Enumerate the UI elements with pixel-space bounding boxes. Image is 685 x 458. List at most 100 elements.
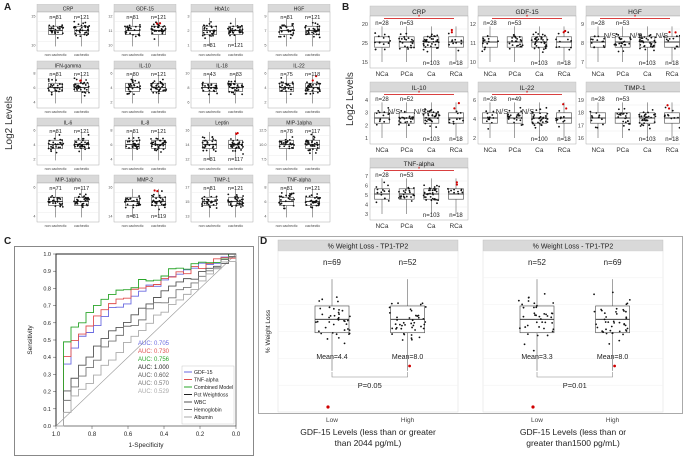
b-sig-star: * [418,91,421,97]
b-0-point [389,39,392,42]
a-0-point [133,93,135,96]
a-1-point [158,92,160,95]
d-0-point [343,342,346,345]
a-n-label: n=121 [305,15,320,21]
a-1-point [318,33,320,36]
b-1-point [515,116,518,118]
b-1-point [405,195,408,198]
a-1-point [234,196,236,198]
a-1-point [77,87,80,90]
b-0-point [590,119,593,122]
a-1-point [234,147,237,150]
b-1-point [398,123,400,126]
a-1-point [158,89,160,92]
b-ytick: 12 [470,22,476,28]
a-ytick: 10 [108,44,112,48]
a-1-point [305,24,307,27]
a-0-point [289,93,292,96]
a-1-outlier [311,79,314,82]
a-0-point [215,25,218,28]
a-1-point [232,91,235,94]
a-0-point [50,91,53,94]
a-1-point [310,133,313,136]
a-1-point [313,136,316,139]
a-1-point [238,142,240,145]
b-2-point [435,190,438,193]
a-xtick: non cachectic [122,110,144,114]
a-0-point [283,207,286,210]
b-ytick: 2 [473,136,476,142]
a-1-point [231,30,234,32]
a-0-point [284,85,286,88]
d-1-point [615,307,618,310]
b-2-point [433,198,436,200]
a-0-point [211,136,214,138]
b-2-point [653,121,656,124]
b-3-outlier [457,102,460,105]
d-1-point [412,324,415,327]
a-1-point [311,148,314,150]
b-1-point [405,38,408,41]
a-xtick: cachectic [151,167,166,171]
b-0-point [484,46,487,49]
b-0-point [383,111,386,114]
b-0-point [490,121,493,124]
a-0-point [283,204,285,207]
b-2-point [535,44,538,47]
d-0-point [523,343,526,346]
a-1-point [85,34,88,37]
b-3-point [461,191,464,194]
a-0-point [53,31,56,33]
b-0-point [483,39,486,42]
a-0-point [285,26,288,29]
b-0-point [594,126,597,129]
a-1-point [312,138,315,141]
b-2-point [646,116,648,119]
b-1-point [398,37,401,40]
a-1-point [73,77,76,80]
a-0-point [282,196,284,199]
b-2-point [531,118,533,121]
a-1-point [235,143,237,146]
b-0-point [598,114,601,117]
b-2-point [544,117,547,119]
d-0-point [522,306,525,309]
b-0-point [593,35,596,38]
a-0-point [54,200,57,203]
d-xlabel-line1: GDF-15 Levels (less than or greater [300,427,436,437]
a-0-point [132,142,135,145]
b-1-point [508,42,511,45]
b-3-point [557,32,560,35]
d-1-point [410,322,413,325]
a-0-point [212,138,215,140]
d-1-point [595,323,597,326]
b-1-point [629,122,631,125]
d-ylabel: % Weight Loss [265,309,272,353]
d-0-point [346,319,349,322]
a-0-point [211,33,214,35]
b-ytick: 3 [365,111,368,117]
a-1-point [77,138,80,140]
panel-d-frame [258,236,683,414]
a-1-point [153,38,156,40]
b-ns-label: N/S [414,107,427,116]
a-0-point [126,93,129,95]
b-2-point [433,35,436,37]
b-n-label: n=18 [449,61,463,67]
b-2-point [436,34,439,37]
a-0-point [59,205,62,208]
b-1-point [629,38,632,41]
a-1-point [234,29,237,31]
a-1-point [150,28,153,30]
a-0-point [280,192,283,194]
a-0-point [128,140,131,143]
a-ytick: 7.5 [261,158,266,162]
b-sig-star: * [418,167,421,173]
a-1-point [87,133,90,136]
b-1-point [620,112,623,115]
a-0-point [129,197,132,200]
b-2-point [649,45,652,48]
a-0-point [59,141,62,144]
a-1-point [304,143,307,145]
d-p-value: P=0.01 [563,381,587,390]
